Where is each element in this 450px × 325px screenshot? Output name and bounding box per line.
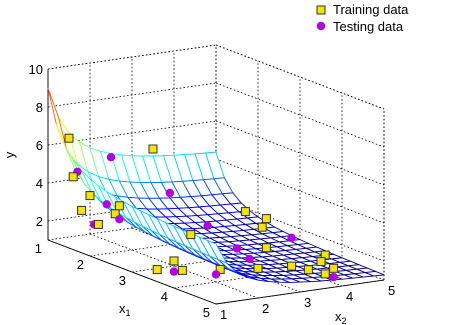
training-point: [169, 256, 179, 266]
training-point: [215, 264, 225, 274]
training-point: [68, 172, 78, 182]
training-point: [261, 243, 271, 253]
testing-point: [169, 267, 179, 276]
testing-point: [211, 270, 221, 279]
training-point: [320, 269, 330, 279]
z-tick-label: 10: [29, 62, 43, 77]
training-point: [93, 219, 103, 229]
data-points: [64, 133, 339, 282]
z-axis-label: y: [2, 151, 17, 158]
box-edge: [47, 44, 217, 70]
legend-testing-label: Testing data: [333, 19, 404, 34]
x2-tick-label: 3: [304, 295, 311, 310]
testing-point: [106, 153, 116, 162]
testing-point: [245, 254, 254, 264]
x1-axis-label: x1: [119, 301, 131, 318]
legend-training-label: Training data: [333, 2, 409, 17]
training-point: [329, 263, 339, 273]
training-point: [85, 191, 95, 201]
testing-point: [329, 272, 338, 282]
z-tick-label: 2: [36, 214, 43, 229]
z-tick-label: 6: [36, 138, 43, 153]
training-point: [77, 205, 87, 215]
testing-point: [102, 200, 112, 209]
training-point: [253, 263, 263, 273]
legend-testing-marker: [316, 21, 326, 31]
x2-tick-label: 4: [346, 289, 353, 304]
training-point: [257, 222, 267, 232]
training-point: [152, 265, 162, 275]
z-tick-label: 8: [36, 100, 43, 115]
surface-cell: [47, 87, 68, 151]
testing-point: [232, 244, 242, 253]
x2-axis-line: [215, 279, 385, 305]
surface-cell: [207, 240, 227, 264]
z-tick-label: 4: [36, 176, 43, 191]
testing-point: [287, 233, 296, 242]
x2-tick-label: 2: [262, 301, 269, 316]
x2-axis-label: x2: [335, 309, 347, 325]
x2-tick-label: 5: [388, 283, 395, 298]
training-point: [287, 261, 297, 271]
x1-axis-line: [47, 239, 217, 305]
x1-tick-label: 2: [77, 257, 84, 272]
testing-point: [165, 188, 174, 198]
training-point: [148, 144, 158, 154]
x2-tick-label: 1: [220, 307, 227, 322]
training-point: [240, 207, 250, 217]
testing-point: [115, 215, 124, 224]
legend-training-marker: [316, 5, 326, 15]
training-point: [177, 265, 187, 275]
training-point: [303, 265, 313, 275]
x1-tick-label: 5: [203, 305, 210, 320]
x1-tick-label: 3: [119, 273, 126, 288]
training-point: [261, 214, 271, 224]
x1-tick-label: 1: [35, 241, 42, 256]
training-point: [64, 133, 74, 143]
training-point: [186, 230, 196, 240]
training-point: [114, 201, 124, 211]
training-point: [316, 257, 326, 267]
x1-tick-label: 4: [161, 289, 168, 304]
legend: Training data Testing data: [316, 2, 409, 34]
testing-point: [203, 221, 212, 230]
